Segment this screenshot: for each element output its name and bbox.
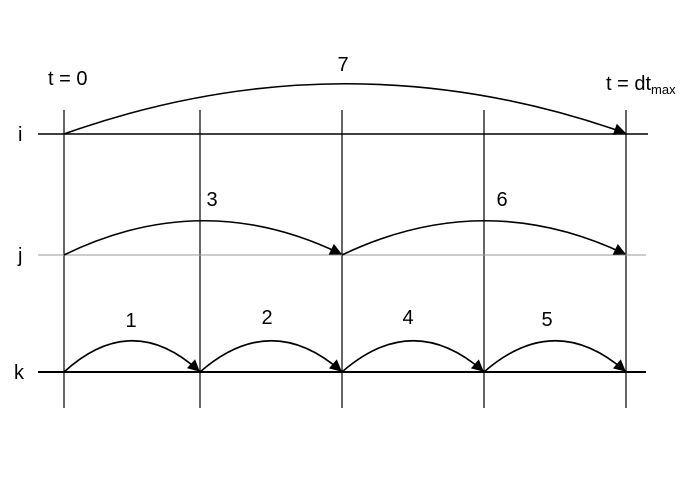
time-end-subscript: max: [651, 82, 676, 97]
step-labels: 1 2 3 4 5 6 7: [125, 54, 552, 332]
step-label-2: 2: [261, 307, 272, 329]
step-label-4: 4: [402, 307, 413, 329]
step-label-5: 5: [541, 309, 552, 331]
time-end-label: t = dtmax: [606, 73, 676, 97]
row-label-j: j: [17, 245, 22, 267]
row-lines: [38, 133, 648, 373]
step-arc-7: [63, 83, 627, 136]
step-label-1: 1: [125, 310, 136, 332]
time-start-label: t = 0: [48, 68, 87, 90]
row-label-k: k: [14, 362, 25, 384]
step-arc-5: [483, 339, 626, 373]
step-label-6: 6: [496, 189, 507, 211]
step-arc-3: [63, 219, 343, 256]
step-arcs: [63, 83, 627, 373]
step-label-3: 3: [206, 189, 217, 211]
step-label-7: 7: [337, 54, 348, 76]
step-arc-1: [63, 340, 200, 373]
row-label-i: i: [18, 124, 22, 146]
step-arc-2: [199, 339, 342, 373]
time-division-lines: [63, 110, 627, 408]
step-arc-4: [341, 339, 484, 373]
step-arc-6: [341, 219, 627, 256]
time-end-main: t = dt: [606, 73, 651, 95]
